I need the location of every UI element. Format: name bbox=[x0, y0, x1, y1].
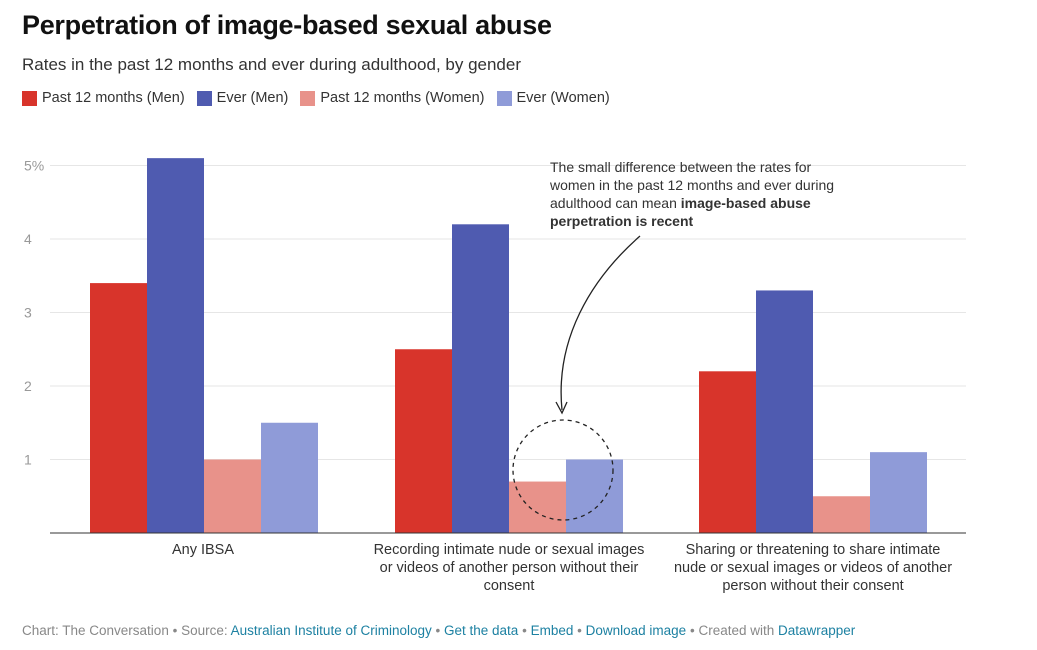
legend-label-past12-men: Past 12 months (Men) bbox=[42, 90, 185, 106]
category-label-recording: Recording intimate nude or sexual images… bbox=[373, 542, 645, 594]
download-image-link[interactable]: Download image bbox=[585, 623, 687, 638]
footer-source-label: Source: bbox=[181, 623, 228, 638]
footer-sep: • bbox=[435, 623, 441, 638]
legend-swatch-past12-men bbox=[22, 90, 37, 106]
category-label-any-ibsa: Any IBSA bbox=[171, 542, 235, 558]
legend-swatch-past12-women bbox=[300, 90, 316, 106]
bar bbox=[509, 481, 566, 533]
annotation-arrowhead bbox=[555, 401, 568, 415]
legend-item-past12-men: Past 12 months (Men) bbox=[22, 90, 185, 106]
legend-swatch-ever-men bbox=[196, 90, 212, 106]
legend-item-ever-women: Ever (Women) bbox=[496, 90, 610, 106]
legend-label-past12-women: Past 12 months (Women) bbox=[320, 90, 485, 106]
embed-link[interactable]: Embed bbox=[530, 623, 574, 638]
footer-sep: • bbox=[522, 623, 527, 638]
y-tick-label: 4 bbox=[24, 231, 32, 247]
bar bbox=[813, 496, 870, 533]
bar bbox=[870, 452, 927, 533]
annotation-plain: The small difference between the rates f… bbox=[550, 159, 835, 211]
footer-created-with: Created with bbox=[698, 623, 775, 638]
bar bbox=[147, 158, 204, 533]
bar bbox=[204, 459, 261, 533]
bar bbox=[395, 349, 452, 533]
legend-label-ever-men: Ever (Men) bbox=[216, 90, 289, 106]
chart-subtitle: Rates in the past 12 months and ever dur… bbox=[22, 55, 522, 74]
bar bbox=[90, 283, 147, 533]
datawrapper-link[interactable]: Datawrapper bbox=[778, 623, 856, 638]
legend: Past 12 months (Men) Ever (Men) Past 12 … bbox=[22, 90, 610, 106]
category-label-sharing: Sharing or threatening to share intimate… bbox=[673, 542, 953, 594]
bar bbox=[261, 422, 318, 533]
legend-item-past12-women: Past 12 months (Women) bbox=[300, 90, 485, 106]
get-the-data-link[interactable]: Get the data bbox=[444, 623, 519, 638]
y-tick-label: 1 bbox=[24, 452, 32, 468]
footer-sep: • bbox=[689, 623, 695, 638]
footer-sep: • bbox=[577, 623, 582, 638]
annotation-bold: image-based abuse perpetration is recent bbox=[550, 195, 811, 229]
y-tick-label: 2 bbox=[24, 378, 32, 394]
bar bbox=[699, 371, 756, 533]
legend-swatch-ever-women bbox=[496, 90, 512, 106]
y-tick-label: 3 bbox=[24, 305, 32, 321]
chart-footer: Chart: The Conversation • Source: Austra… bbox=[22, 623, 855, 638]
annotation-circle bbox=[512, 419, 614, 521]
annotation-text: The small difference between the rates f… bbox=[550, 158, 850, 230]
footer-chart-by: Chart: The Conversation bbox=[22, 623, 169, 638]
footer-source-link[interactable]: Australian Institute of Criminology bbox=[230, 623, 432, 638]
annotation-arrow bbox=[560, 235, 641, 411]
bar bbox=[566, 459, 623, 533]
y-tick-label: 5% bbox=[24, 158, 44, 174]
legend-item-ever-men: Ever (Men) bbox=[196, 90, 289, 106]
legend-label-ever-women: Ever (Women) bbox=[516, 90, 610, 106]
bar bbox=[756, 290, 813, 533]
footer-sep: • bbox=[172, 623, 178, 638]
chart-title: Perpetration of image-based sexual abuse bbox=[22, 10, 552, 40]
bar bbox=[452, 224, 509, 534]
